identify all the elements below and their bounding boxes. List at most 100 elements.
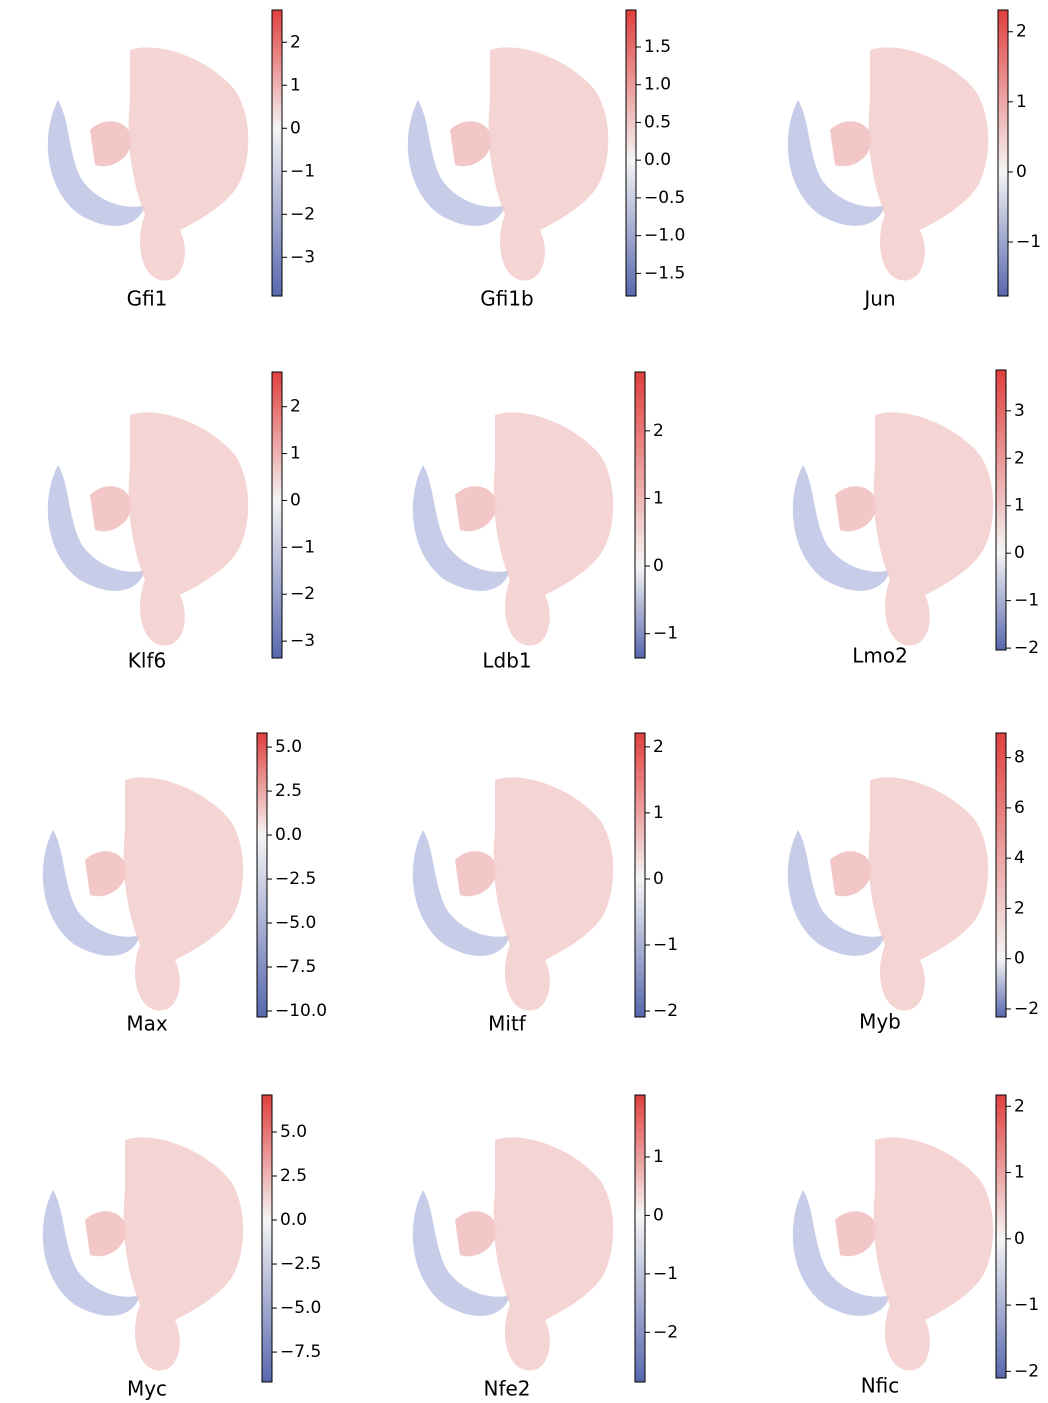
umap-embedding [42, 1137, 244, 1371]
cluster-main [488, 47, 609, 281]
colorbar [625, 9, 637, 297]
colorbar [997, 9, 1009, 297]
umap-embedding [792, 1137, 994, 1371]
cluster-main [128, 412, 249, 646]
cluster-arm [85, 851, 127, 897]
umap-embedding [792, 412, 994, 646]
umap-embedding [412, 412, 614, 646]
colorbar-tick-label: −2 [1014, 638, 1039, 658]
colorbar-tick-label: −1 [290, 537, 315, 557]
colorbar-tick-label: −2.5 [280, 1254, 321, 1274]
colorbar-tick-label: 1 [290, 444, 301, 464]
colorbar-tick-label: −5.0 [275, 913, 316, 933]
colorbar-tick-label: −1.5 [644, 263, 685, 283]
cluster-arm [455, 486, 497, 532]
colorbar-tick-label: 2 [1014, 898, 1025, 918]
panel-title: Gfi1 [127, 287, 168, 311]
colorbar-tick-label: −1 [653, 624, 678, 644]
colorbar-tick-label: 0.0 [644, 150, 671, 170]
panel-title: Jun [862, 287, 895, 311]
panel-title: Ldb1 [482, 649, 531, 673]
cluster-hook [787, 100, 885, 226]
colorbar-tick-label: 8 [1014, 748, 1025, 768]
cluster-main [873, 412, 994, 646]
umap-embedding [787, 777, 989, 1011]
cluster-hook [412, 465, 510, 591]
colorbar-tick-label: 0.5 [644, 112, 671, 132]
cluster-hook [792, 1190, 890, 1316]
colorbar [261, 1094, 273, 1383]
cluster-main [873, 1137, 994, 1371]
cluster-hook [47, 465, 145, 591]
colorbar-tick-label: 0 [1014, 543, 1025, 563]
cluster-arm [835, 486, 877, 532]
colorbar-tick-label: −1 [1014, 1295, 1039, 1315]
colorbar-tick-label: 2 [1014, 448, 1025, 468]
colorbar-tick-label: 2.5 [280, 1166, 307, 1186]
cluster-main [493, 777, 614, 1011]
colorbar [271, 9, 283, 297]
colorbar-tick-label: −2 [1014, 999, 1039, 1019]
colorbar-tick-label: 2 [1014, 1096, 1025, 1116]
colorbar [256, 732, 268, 1018]
colorbar-tick-label: −0.5 [644, 188, 685, 208]
colorbar-tick-label: 1 [1016, 92, 1027, 112]
colorbar-tick-label: 4 [1014, 848, 1025, 868]
panel-title: Gfi1b [480, 287, 534, 311]
cluster-main [868, 47, 989, 281]
colorbar [995, 732, 1007, 1018]
colorbar-tick-label: 0.0 [275, 825, 302, 845]
colorbar [634, 371, 646, 659]
colorbar-tick-label: 0 [1016, 162, 1027, 182]
colorbar [995, 369, 1007, 651]
cluster-hook [407, 100, 505, 226]
colorbar-tick-label: 2 [290, 32, 301, 52]
colorbar-tick-label: −2.5 [275, 869, 316, 889]
cluster-main [493, 1137, 614, 1371]
colorbar-tick-label: −2 [653, 1001, 678, 1021]
colorbar-tick-label: −1 [290, 161, 315, 181]
colorbar-tick-label: 2 [1016, 22, 1027, 42]
colorbar-tick-label: 0 [290, 490, 301, 510]
cluster-hook [412, 1190, 510, 1316]
umap-embedding [407, 47, 609, 281]
cluster-arm [830, 121, 872, 167]
colorbar-tick-label: −1 [1014, 591, 1039, 611]
colorbar-tick-label: −10.0 [275, 1001, 327, 1021]
colorbar-tick-label: 0 [653, 869, 664, 889]
umap-embedding [42, 777, 244, 1011]
panel-title: Klf6 [128, 649, 166, 673]
cluster-arm [450, 121, 492, 167]
colorbar-tick-label: −1 [653, 935, 678, 955]
umap-embedding [47, 412, 249, 646]
cluster-hook [787, 830, 885, 956]
colorbar [995, 1094, 1007, 1379]
colorbar-tick-label: −7.5 [275, 957, 316, 977]
panel-title: Lmo2 [852, 644, 908, 668]
colorbar [634, 732, 646, 1018]
colorbar-tick-label: 0 [1014, 1229, 1025, 1249]
panel-title: Myc [127, 1377, 167, 1401]
colorbar-tick-label: 0 [653, 1205, 664, 1225]
colorbar [634, 1094, 646, 1383]
cluster-main [123, 777, 244, 1011]
panel-title: Nfe2 [483, 1377, 530, 1401]
colorbar-tick-label: −2 [290, 204, 315, 224]
colorbar-tick-label: 0 [1014, 949, 1025, 969]
colorbar-tick-label: 2 [290, 397, 301, 417]
cluster-hook [412, 830, 510, 956]
colorbar-tick-label: 1 [653, 488, 664, 508]
panel-title: Nfic [861, 1374, 900, 1398]
colorbar-tick-label: −3 [290, 247, 315, 267]
colorbar-tick-label: 2.5 [275, 781, 302, 801]
umap-embedding [787, 47, 989, 281]
cluster-arm [455, 851, 497, 897]
colorbar-tick-label: −3 [290, 631, 315, 651]
colorbar-tick-label: 0 [653, 556, 664, 576]
colorbar-tick-label: −1 [653, 1264, 678, 1284]
cluster-hook [42, 830, 140, 956]
umap-embedding [412, 1137, 614, 1371]
colorbar-tick-label: 1 [653, 803, 664, 823]
colorbar-tick-label: 5.0 [280, 1122, 307, 1142]
